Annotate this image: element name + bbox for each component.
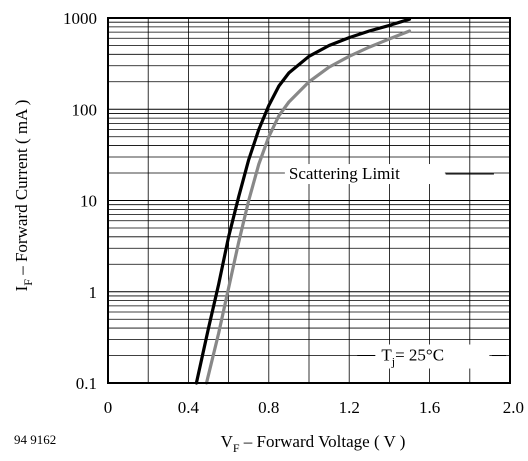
- temperature-value: = 25°C: [395, 346, 444, 365]
- temperature-label: Tj= 25°C: [381, 346, 444, 369]
- grid: [108, 18, 510, 383]
- x-tick-labels: 0 0.4 0.8 1.2 1.6 2.0: [104, 398, 524, 417]
- x-axis-title-symbol: V: [221, 432, 234, 451]
- temperature-annotation: Tj= 25°C: [357, 344, 506, 369]
- temperature-background: [369, 344, 490, 369]
- y-tick-label: 0.1: [76, 374, 97, 393]
- temperature-subscript: j: [391, 355, 395, 369]
- x-tick-label: 1.6: [419, 398, 440, 417]
- x-axis-title: VF – Forward Voltage ( V ): [221, 432, 406, 455]
- y-axis-title: IF – Forward Current ( mA ): [12, 100, 35, 292]
- series-line-1: [194, 17, 412, 385]
- y-tick-label: 1: [89, 283, 98, 302]
- scattering-limit-background: [284, 164, 445, 185]
- y-axis-title-text: – Forward Current ( mA ): [12, 100, 31, 279]
- x-tick-label: 0.8: [258, 398, 279, 417]
- y-tick-labels: 0.1 1 10 100 1000: [63, 9, 97, 393]
- scattering-limit-annotation: Scattering Limit: [284, 164, 494, 185]
- figure-id: 94 9162: [14, 432, 57, 447]
- x-tick-label: 1.2: [339, 398, 360, 417]
- x-axis-title-subscript: F: [233, 441, 240, 455]
- y-axis-title-symbol: I: [12, 285, 31, 291]
- x-tick-label: 2.0: [503, 398, 524, 417]
- plot-frame: [107, 17, 511, 384]
- x-tick-label: 0.4: [178, 398, 200, 417]
- series-layer: [194, 17, 412, 385]
- y-tick-label: 10: [80, 192, 97, 211]
- x-tick-label: 0: [104, 398, 113, 417]
- y-axis-title-subscript: F: [21, 279, 35, 286]
- y-tick-label: 1000: [63, 9, 97, 28]
- x-axis-title-text: – Forward Voltage ( V ): [240, 432, 406, 451]
- y-tick-label: 100: [72, 100, 98, 119]
- temperature-symbol: T: [381, 346, 392, 365]
- scattering-limit-label: Scattering Limit: [289, 164, 400, 183]
- series-line-2: [204, 29, 412, 385]
